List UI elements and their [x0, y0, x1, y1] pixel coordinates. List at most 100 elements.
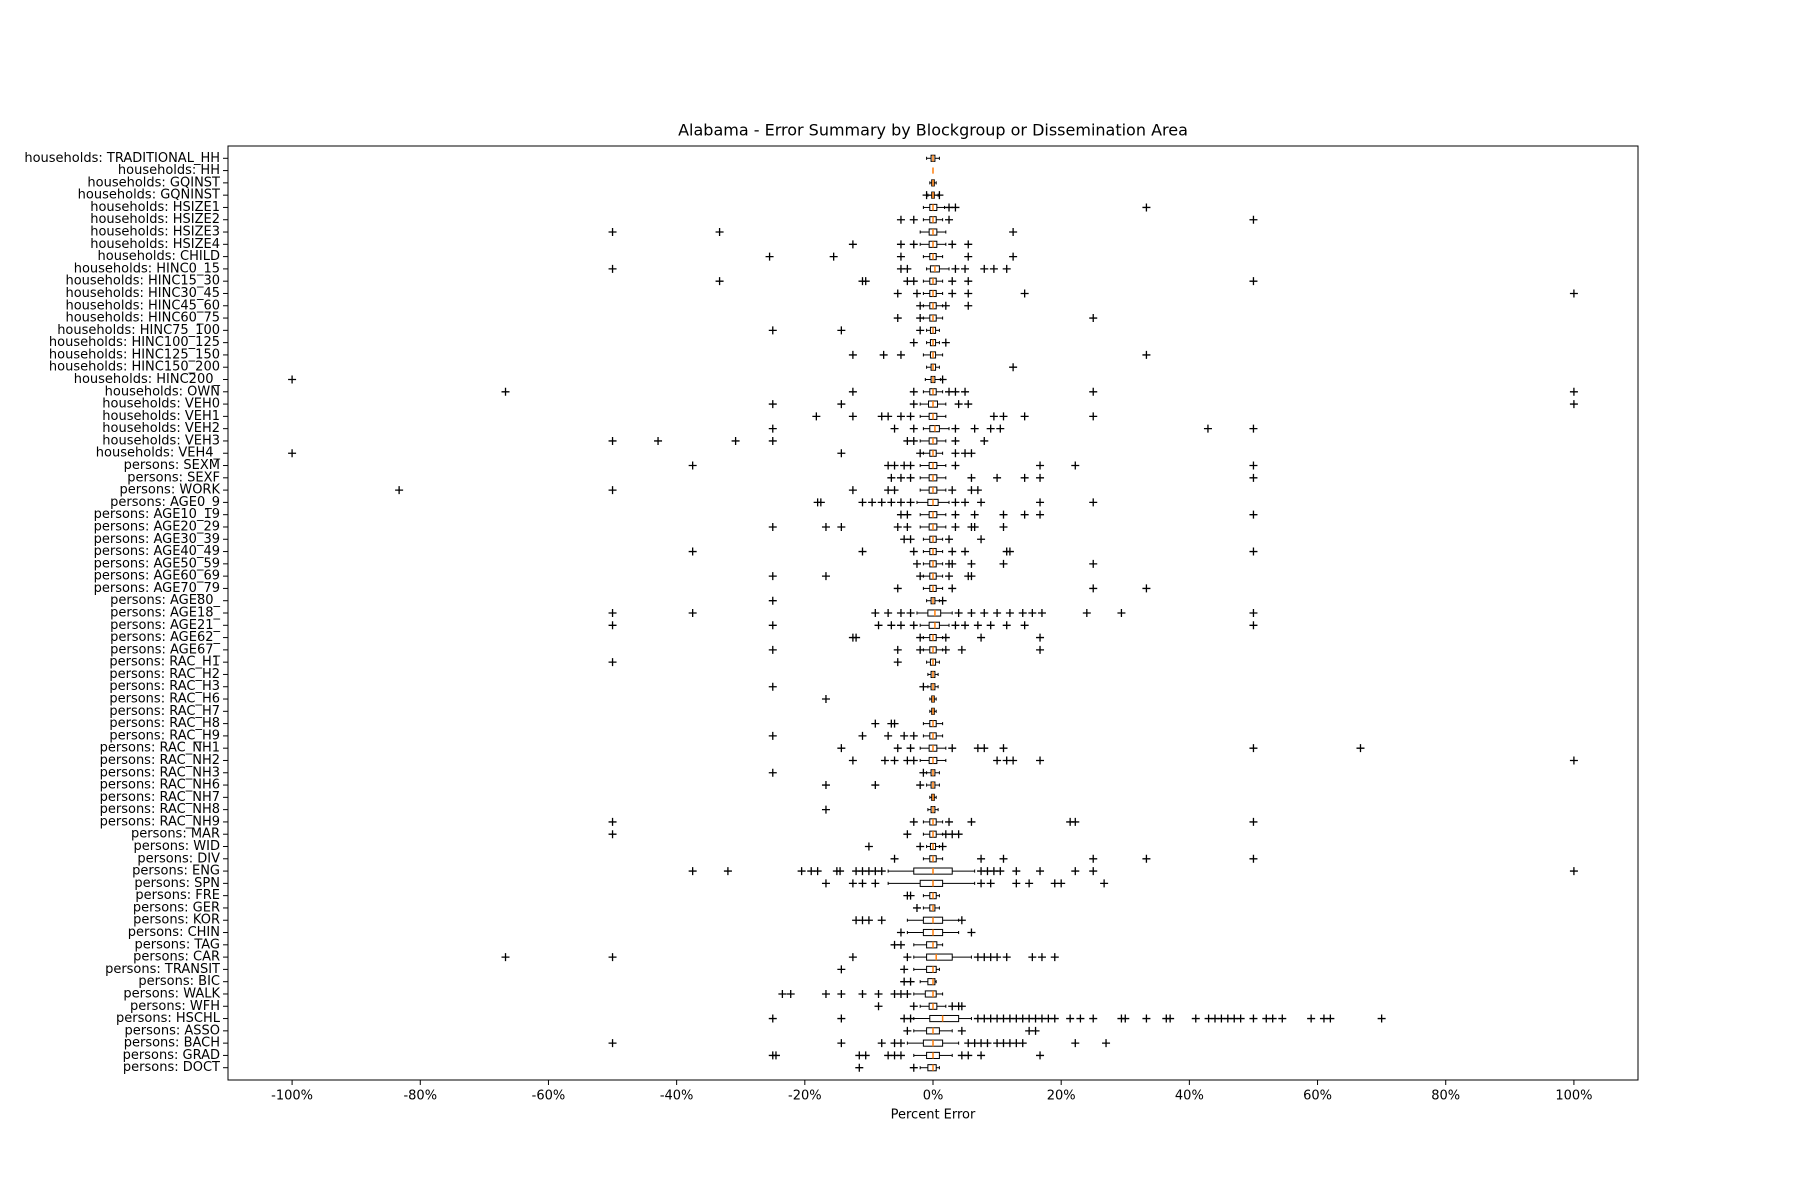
outlier — [288, 449, 297, 458]
y-tick-label: households: HINC0_15 — [74, 261, 220, 276]
outlier — [1018, 609, 1027, 617]
outlier — [837, 449, 846, 458]
y-tick-label: persons: AGE70_79 — [94, 581, 220, 596]
outlier — [951, 522, 960, 531]
outlier — [768, 645, 777, 654]
outlier — [1203, 424, 1212, 433]
y-tick-label: households: HSIZE3 — [90, 225, 220, 240]
outlier — [909, 338, 918, 347]
outlier — [1076, 1014, 1085, 1023]
outlier — [957, 1002, 966, 1011]
outlier — [977, 633, 986, 642]
outlier — [945, 572, 954, 581]
outlier — [1249, 547, 1258, 556]
outlier — [861, 277, 870, 286]
outlier — [871, 609, 880, 617]
outlier — [608, 609, 617, 617]
outlier — [1569, 387, 1578, 396]
outlier — [993, 609, 1002, 617]
outlier — [896, 928, 905, 937]
y-tick-label: households: OWN — [105, 384, 220, 399]
y-tick-label: households: HINC100_125 — [49, 335, 220, 350]
outlier — [954, 830, 963, 839]
outlier — [941, 301, 950, 310]
y-tick-label: persons: AGE30_39 — [94, 532, 220, 547]
outlier — [887, 621, 896, 630]
outlier — [874, 1002, 883, 1011]
outlier — [861, 1051, 870, 1060]
outlier — [906, 461, 915, 470]
outlier — [887, 473, 896, 482]
outlier — [1569, 400, 1578, 409]
outlier — [1249, 744, 1258, 753]
outlier — [1020, 289, 1029, 298]
outlier — [1142, 1014, 1151, 1023]
outlier — [1071, 817, 1080, 826]
outlier — [768, 326, 777, 335]
outlier — [896, 252, 905, 261]
outlier — [501, 387, 510, 396]
outlier — [848, 350, 857, 359]
outlier — [1002, 621, 1011, 630]
outlier — [945, 817, 954, 826]
outlier — [608, 830, 617, 839]
box — [926, 941, 938, 949]
outlier — [964, 1051, 973, 1060]
y-tick-label: households: HSIZE2 — [90, 212, 220, 227]
outlier — [1071, 867, 1080, 876]
outlier — [768, 682, 777, 691]
outlier — [906, 473, 915, 482]
outlier — [893, 645, 902, 654]
outlier — [896, 621, 905, 630]
outlier — [821, 879, 830, 888]
outlier — [608, 436, 617, 445]
y-tick-label: persons: RAC_NH7 — [100, 790, 220, 805]
y-tick-label: persons: RAC_NH9 — [100, 814, 220, 829]
outlier — [967, 572, 976, 581]
y-tick-label: persons: RAC_H9 — [109, 728, 220, 743]
outlier — [909, 277, 918, 286]
y-tick-label: persons: HSCHL — [116, 1011, 221, 1026]
outlier — [951, 264, 960, 273]
outlier — [608, 621, 617, 630]
outlier — [1018, 1039, 1027, 1048]
x-tick-label: -40% — [660, 1089, 694, 1104]
outlier — [837, 1014, 846, 1023]
outlier — [977, 1051, 986, 1060]
outlier — [821, 781, 830, 790]
x-tick-label: -20% — [788, 1089, 822, 1104]
outlier — [768, 436, 777, 445]
y-tick-label: households: GQINST — [87, 175, 220, 190]
outlier — [768, 424, 777, 433]
outlier — [896, 498, 905, 507]
y-tick-label: persons: AGE62_ — [110, 630, 220, 645]
y-tick-label: persons: RAC_H1 — [109, 655, 220, 670]
x-tick-label: 40% — [1175, 1089, 1204, 1104]
outlier — [1117, 609, 1126, 617]
outlier — [768, 731, 777, 740]
outlier — [951, 449, 960, 458]
outlier — [999, 854, 1008, 863]
outlier — [977, 854, 986, 863]
outlier — [1089, 584, 1098, 593]
y-tick-label: persons: RAC_H2 — [109, 667, 220, 682]
outlier — [768, 596, 777, 605]
outlier — [957, 1026, 966, 1035]
y-tick-label: persons: SEXF — [127, 470, 220, 485]
outlier — [903, 1026, 912, 1035]
outlier — [797, 867, 806, 876]
outlier — [1050, 953, 1059, 962]
y-tick-label: persons: MAR — [131, 827, 220, 842]
y-tick-label: persons: RAC_NH3 — [100, 765, 220, 780]
x-tick-label: 100% — [1555, 1089, 1592, 1104]
y-tick-label: persons: DOCT — [123, 1060, 220, 1075]
outlier — [868, 498, 877, 507]
y-tick-label: persons: RAC_H8 — [109, 716, 220, 731]
outlier — [996, 424, 1005, 433]
outlier — [1028, 953, 1037, 962]
outlier — [858, 547, 867, 556]
outlier — [813, 867, 822, 876]
outlier — [970, 510, 979, 519]
plot-frame — [227, 145, 1639, 1081]
outlier — [1249, 1014, 1258, 1023]
